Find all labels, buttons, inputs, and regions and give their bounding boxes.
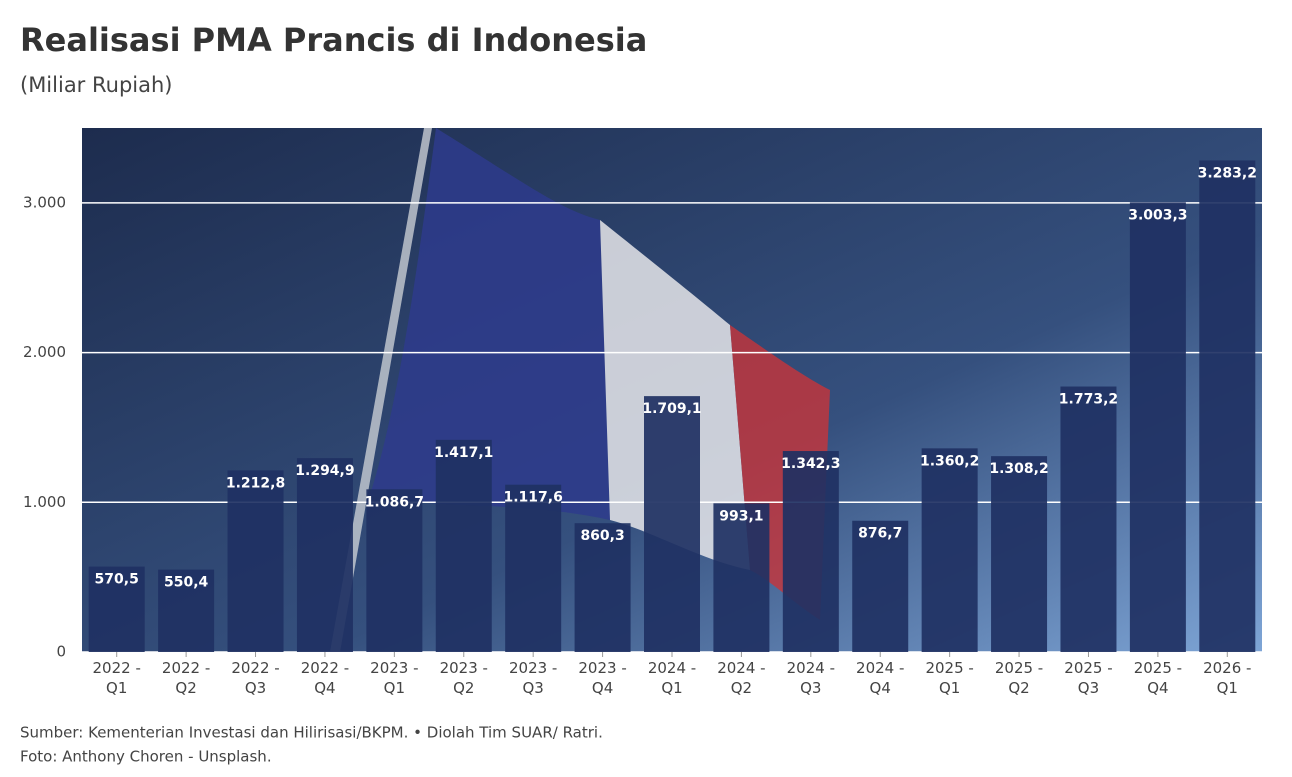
bar [852, 520, 909, 652]
value-label: 3.003,3 [1128, 207, 1187, 223]
x-tick-label: 2023 - Q1 [370, 659, 419, 697]
value-label: 1.709,1 [642, 401, 701, 417]
x-tick-label: 2022 - Q2 [161, 659, 211, 697]
bar [88, 566, 145, 652]
bar [921, 448, 978, 652]
x-tick-label: 2022 - Q3 [231, 659, 280, 697]
bar [574, 523, 631, 652]
value-label: 1.342,3 [781, 456, 840, 472]
value-label: 1.117,6 [504, 490, 563, 506]
value-label: 860,3 [580, 528, 624, 544]
value-label: 1.360,2 [920, 453, 979, 469]
x-tick-label: 2023 - Q3 [508, 659, 558, 697]
y-tick-label: 0 [56, 643, 66, 661]
x-tick-label: 2025 - Q1 [925, 659, 974, 697]
value-label: 1.086,7 [365, 494, 424, 510]
value-label: 570,5 [95, 572, 139, 588]
x-tick-label: 2023 - Q4 [578, 659, 627, 697]
chart-title: Realisasi PMA Prancis di Indonesia [20, 21, 647, 59]
x-tick-label: 2024 - Q2 [717, 659, 766, 697]
y-tick-label: 1.000 [23, 493, 66, 511]
bar [1199, 160, 1256, 652]
value-label: 1.212,8 [226, 475, 285, 491]
bar [991, 456, 1048, 652]
bar [296, 458, 353, 652]
y-tick-label: 3.000 [23, 193, 66, 211]
value-label: 1.308,2 [989, 461, 1048, 477]
x-tick-label: 2022 - Q1 [92, 659, 141, 697]
x-tick-label: 2024 - Q4 [856, 659, 905, 697]
value-label: 876,7 [858, 526, 902, 542]
bar [713, 503, 770, 652]
x-tick-label: 2023 - Q2 [439, 659, 488, 697]
value-label: 550,4 [164, 575, 209, 591]
x-tick-label: 2022 - Q4 [300, 659, 350, 697]
value-label: 993,1 [719, 508, 763, 524]
y-tick-label: 2.000 [23, 343, 66, 361]
footnote: Foto: Anthony Choren - Unsplash. [20, 748, 272, 766]
value-label: 3.283,2 [1198, 165, 1257, 181]
bar [505, 484, 562, 652]
bar [782, 451, 839, 652]
bar [644, 396, 700, 652]
bar [1129, 202, 1186, 652]
bar [227, 470, 284, 652]
value-label: 1.294,9 [295, 463, 354, 479]
x-tick-label: 2025 - Q3 [1064, 659, 1113, 697]
value-label: 1.773,2 [1059, 392, 1118, 408]
bar [158, 569, 215, 652]
x-tick-label: 2025 - Q4 [1133, 659, 1183, 697]
x-tick-label: 2024 - Q1 [647, 659, 697, 697]
chart-subtitle: (Miliar Rupiah) [20, 73, 173, 97]
x-tick-label: 2026 - Q1 [1203, 659, 1252, 697]
x-tick-label: 2025 - Q2 [994, 659, 1044, 697]
bar [1060, 386, 1117, 652]
footnote: Sumber: Kementerian Investasi dan Hiliri… [20, 724, 603, 742]
x-tick-label: 2024 - Q3 [786, 659, 835, 697]
value-label: 1.417,1 [434, 445, 493, 461]
bar [435, 439, 492, 652]
bar [366, 489, 423, 652]
